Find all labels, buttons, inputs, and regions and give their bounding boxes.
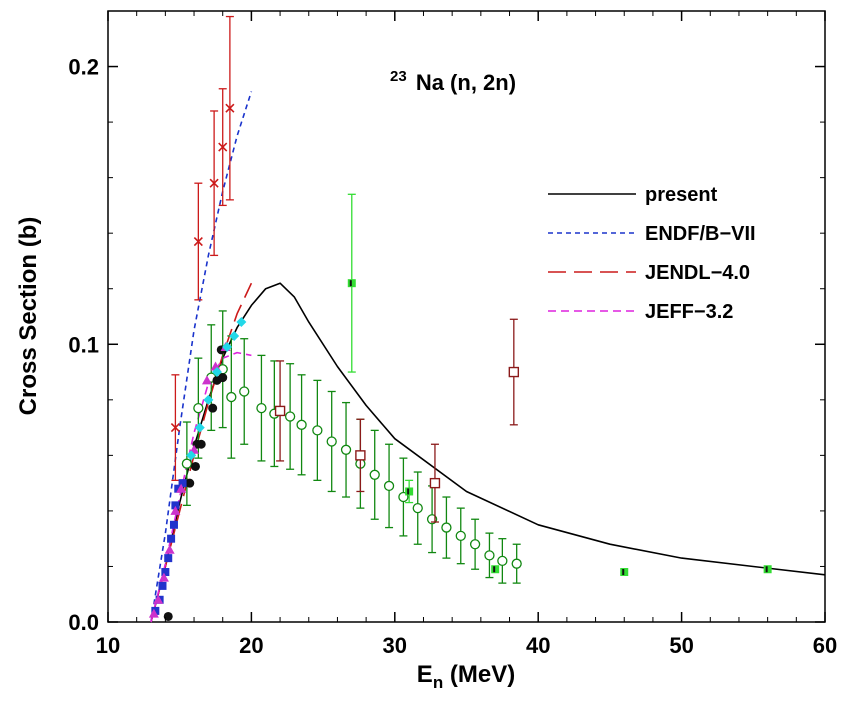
exp-green-circle-point <box>497 555 508 567</box>
exp-blue-square-point <box>151 606 160 615</box>
exp-darkred-square-point <box>355 450 366 461</box>
exp-black-circle-point <box>185 478 195 488</box>
exp-blue-square-point <box>174 484 183 493</box>
exp-red-cross-point <box>193 236 203 247</box>
x-tick-label: 60 <box>813 633 837 658</box>
axis-ticks: 10 20 30 40 50 60 0.0 0.1 0.2 <box>68 10 837 658</box>
exp-blue-square-point <box>169 520 178 529</box>
exp-cyan-diamond-point <box>203 394 214 405</box>
x-axis-title-sub: n <box>433 673 443 692</box>
x-tick-label: 10 <box>96 633 120 658</box>
exp-magenta-triangle-point <box>176 483 187 493</box>
exp-green-circle-point <box>469 539 481 550</box>
x-tick-label: 40 <box>526 633 550 658</box>
exp-magenta-triangle-point <box>201 375 212 385</box>
exp-magenta-triangle-point <box>148 608 159 618</box>
exp-green-circle-point <box>441 522 452 533</box>
exp-cyan-diamond-point <box>222 342 233 353</box>
exp-green-circle-point <box>412 502 423 514</box>
exp-darkred-square-point <box>274 405 286 417</box>
exp-green-circle-point <box>484 550 495 561</box>
y-tick-label: 0.0 <box>68 610 99 635</box>
exp-blue-square-point <box>178 479 187 488</box>
exp-cyan-diamond-point <box>229 330 240 341</box>
exp-magenta-triangle-point <box>170 505 181 515</box>
y-tick-label: 0.2 <box>68 55 99 80</box>
exp-cyan-diamond-point <box>186 450 197 461</box>
model-curves <box>150 91 826 623</box>
legend-label: JENDL−4.0 <box>645 262 750 284</box>
exp-blue-square-point <box>158 581 167 590</box>
x-axis-title-main: E <box>417 661 433 688</box>
x-tick-label: 30 <box>383 633 407 658</box>
x-tick-label: 20 <box>239 633 263 658</box>
exp-green-circle-point <box>369 469 380 480</box>
plot-frame <box>107 10 826 623</box>
exp-black-circle-point <box>196 439 206 449</box>
exp-red-cross-point <box>225 103 235 113</box>
exp-blue-square-point <box>171 501 180 510</box>
exp-green-circle-point <box>383 480 395 492</box>
exp-green-circle-point <box>296 419 307 430</box>
legend-label: present <box>645 184 718 206</box>
legend-label: ENDF/B−VII <box>645 223 756 245</box>
exp-green-circle-point <box>284 411 296 422</box>
exp-red-cross-point <box>209 178 219 188</box>
exp-green-circle-point <box>511 558 522 569</box>
y-axis-title: Cross Section (b) <box>15 217 42 416</box>
exp-blue-square-point <box>167 534 176 543</box>
exp-black-circle-point <box>163 611 173 621</box>
exp-green-circle-point <box>239 386 250 397</box>
exp-darkred-square-point <box>429 477 441 489</box>
x-axis-title-unit: (MeV) <box>443 661 515 688</box>
exp-red-cross-point <box>170 423 180 433</box>
exp-green-circle-point <box>326 436 337 447</box>
exp-magenta-triangle-point <box>164 544 175 554</box>
exp-green-circle-point <box>455 530 466 542</box>
exp-green-circle-point <box>312 425 323 436</box>
exp-cyan-diamond-point <box>211 367 222 378</box>
exp-darkred-square-point <box>508 366 520 378</box>
y-tick-label: 0.1 <box>68 332 99 357</box>
exp-black-circle-point <box>208 403 218 413</box>
exp-cyan-diamond-point <box>236 317 247 328</box>
exp-red-cross-point <box>218 142 228 152</box>
x-axis-title: En (MeV) <box>417 661 515 692</box>
exp-black-circle-point <box>218 373 228 383</box>
reaction-label: Na (n, 2n) <box>416 70 516 95</box>
exp-green-circle-point <box>226 391 237 403</box>
exp-magenta-triangle-point <box>153 594 164 604</box>
legend: present ENDF/B−VII JENDL−4.0 JEFF−3.2 <box>548 184 756 323</box>
exp-green-circle-point <box>256 402 267 414</box>
curve-present <box>150 282 826 623</box>
exp-blue-square-point <box>164 554 173 563</box>
curve-jeff-3-2 <box>150 351 252 623</box>
reaction-annotation: 23 Na (n, 2n) <box>390 61 516 95</box>
experimental-points <box>148 15 772 621</box>
exp-blue-square-point <box>161 568 170 577</box>
exp-cyan-diamond-point <box>194 422 205 433</box>
exp-magenta-triangle-point <box>158 572 169 582</box>
exp-green-circle-point <box>340 444 352 455</box>
x-tick-label: 50 <box>669 633 693 658</box>
mass-number: 23 <box>390 68 407 85</box>
exp-green-circle-point <box>181 458 193 469</box>
exp-green-circle-point <box>193 402 204 414</box>
legend-label: JEFF−3.2 <box>645 301 733 323</box>
exp-black-circle-point <box>190 461 200 471</box>
curve-endf-b-vii <box>150 91 253 623</box>
